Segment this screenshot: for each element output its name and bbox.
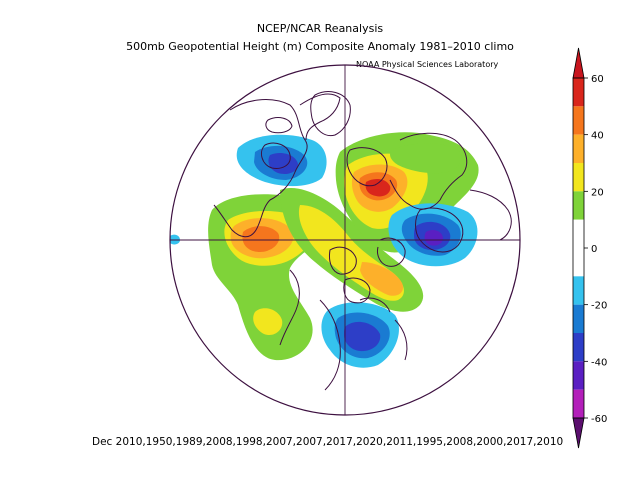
colorbar-band [573,191,584,220]
colorbar-band [573,163,584,192]
coastlines [213,91,512,391]
colorbar-band [573,219,584,277]
colorbar-band [573,304,584,333]
colorbar-tick-label: 40 [591,131,604,142]
credit-label: NOAA Physical Sciences Laboratory [356,60,499,69]
map-title: NCEP/NCAR Reanalysis [256,22,384,35]
colorbar-band [573,333,584,362]
colorbar-band [573,276,584,305]
colorbar-tick-label: -40 [591,357,607,368]
map-boundary [169,64,521,416]
colorbar-band [573,361,584,390]
colorbar-band [573,78,584,107]
negative-anomaly-north-america [236,134,327,187]
colorbar-tick-label: -60 [591,414,607,425]
map-subtitle: 500mb Geopotential Height (m) Composite … [126,40,514,53]
negative-anomaly-pacific [321,302,399,368]
colorbar-max-arrow [572,47,585,79]
positive-anomaly-arctic [280,188,424,312]
small-negative-patch [170,234,180,245]
colorbar-band [573,106,584,135]
composite-years-label: Dec 2010,1950,1989,2008,1998,2007,2007,2… [92,436,564,448]
colorbar-tick-label: 20 [591,187,604,198]
anomaly-field [170,132,479,368]
colorbar-tick-label: 0 [591,244,597,255]
colorbar-min-arrow [572,417,585,449]
colorbar-band [573,134,584,163]
colorbar-tick-label: 60 [591,74,604,85]
graticule [170,65,520,415]
colorbar: 60 40 20 0 -20 -40 -60 [572,47,607,449]
negative-anomaly-europe [388,203,478,267]
colorbar-tick-label: -20 [591,301,607,312]
colorbar-band [573,389,584,418]
